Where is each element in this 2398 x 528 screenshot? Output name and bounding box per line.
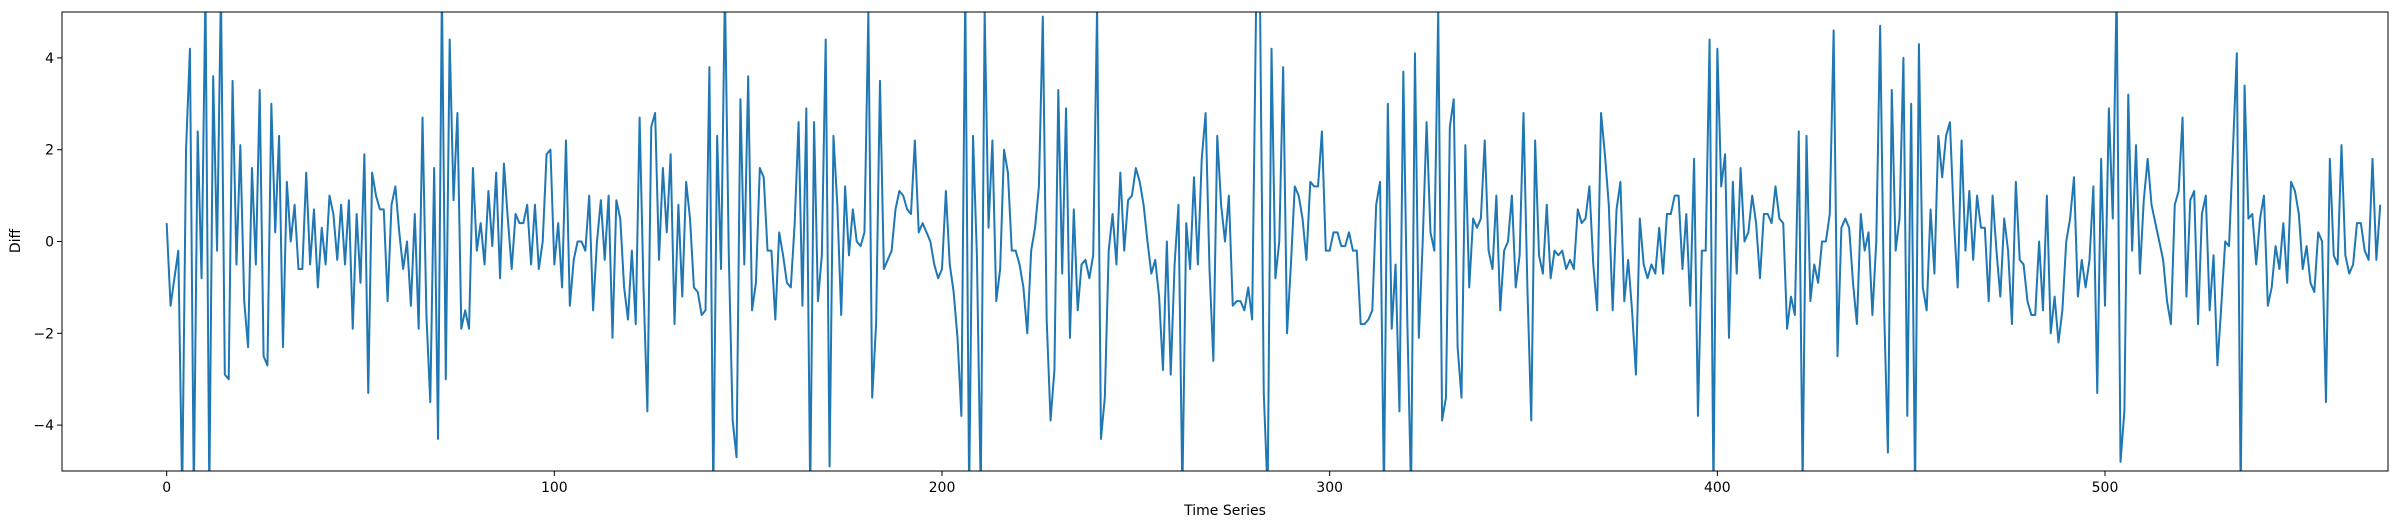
x-tick-label: 300 [1316,480,1343,496]
x-axis: 0 100 200 300 400 500 [162,471,2118,496]
x-axis-label: Time Series [1183,503,1266,519]
y-axis-label: Diff [8,228,24,253]
y-tick-label: 4 [45,51,54,67]
y-tick-label: −2 [33,326,54,342]
plot-area [165,12,2382,471]
y-tick-label: 0 [45,235,54,251]
x-tick-label: 400 [1704,480,1731,496]
x-tick-label: 200 [929,480,956,496]
y-tick-label: 2 [45,143,54,159]
y-tick-label: −4 [33,418,54,434]
series-line [165,12,2382,471]
x-tick-label: 500 [2092,480,2119,496]
x-tick-label: 100 [541,480,568,496]
y-axis: −4 −2 0 2 4 [33,51,62,434]
x-tick-label: 0 [162,480,171,496]
